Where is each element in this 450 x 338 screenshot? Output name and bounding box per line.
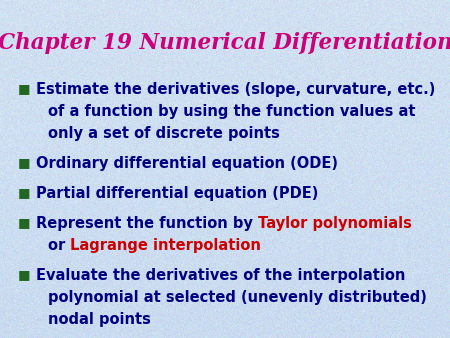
Text: Evaluate the derivatives of the interpolation: Evaluate the derivatives of the interpol… [36,268,405,283]
Text: Represent the function by: Represent the function by [36,216,258,231]
Text: of a function by using the function values at: of a function by using the function valu… [48,104,415,119]
Text: Partial differential equation (PDE): Partial differential equation (PDE) [36,186,319,201]
Text: ■: ■ [18,186,31,199]
Text: ■: ■ [18,156,31,169]
Text: Chapter 19 Numerical Differentiation: Chapter 19 Numerical Differentiation [0,32,450,54]
Text: Taylor polynomials: Taylor polynomials [258,216,412,231]
Text: or: or [48,238,70,253]
Text: ■: ■ [18,216,31,229]
Text: only a set of discrete points: only a set of discrete points [48,126,280,141]
Text: ■: ■ [18,268,31,281]
Text: polynomial at selected (unevenly distributed): polynomial at selected (unevenly distrib… [48,290,427,305]
Text: Ordinary differential equation (ODE): Ordinary differential equation (ODE) [36,156,338,171]
Text: nodal points: nodal points [48,312,151,327]
Text: Estimate the derivatives (slope, curvature, etc.): Estimate the derivatives (slope, curvatu… [36,82,436,97]
Text: Lagrange interpolation: Lagrange interpolation [70,238,261,253]
Text: ■: ■ [18,82,31,95]
